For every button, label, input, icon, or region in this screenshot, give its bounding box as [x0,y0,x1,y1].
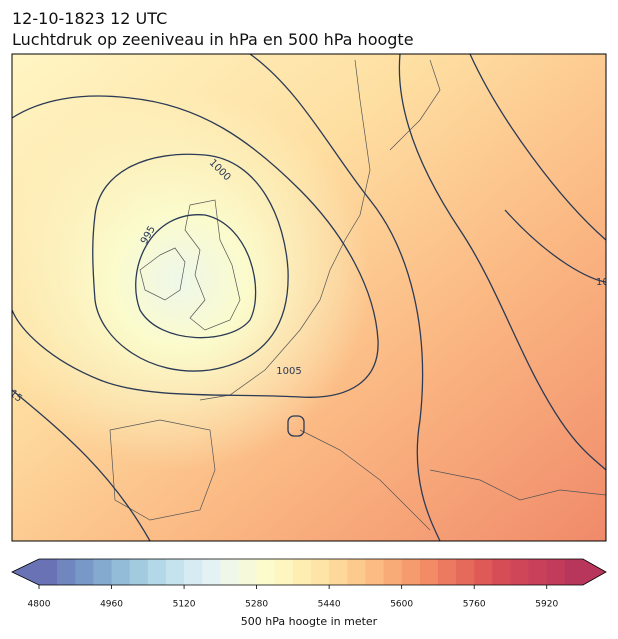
height-low [12,54,606,541]
colorbar-extend-low [12,559,39,585]
isobar [12,389,151,541]
coast-west [199,59,371,401]
colorbar-band [93,559,113,585]
isobar [398,54,606,471]
colorbar-band [75,559,94,585]
britain [184,199,241,331]
colorbar-band [147,559,167,585]
colorbar-band [202,559,221,585]
coastlines [109,59,606,531]
colorbar-tick-label: 4800 [28,600,51,610]
colorbar-band [256,559,276,585]
isobars [12,54,606,541]
isobar [287,415,305,437]
colorbar-band [492,559,511,585]
colorbar-band [456,559,475,585]
colorbar-band [419,559,439,585]
iberia [109,419,216,521]
colorbar-band [474,559,493,585]
colorbar-band [238,559,258,585]
colorbar-band [129,559,149,585]
colorbar-band [39,559,58,585]
ireland [139,247,186,301]
colorbar-tick-label: 5760 [463,600,486,610]
colorbar-band [111,559,131,585]
map-frame [11,53,607,542]
colorbar-band [365,559,385,585]
colorbar-tick-label: 5120 [173,600,196,610]
colorbar-extend-high [583,559,606,585]
colorbar-band [528,559,548,585]
colorbar-tick-label: 5600 [390,600,413,610]
title: 12-10-1823 12 UTC [12,9,168,28]
isobar [249,54,441,541]
colorbar-tick-label: 4960 [100,600,123,610]
colorbar-band [383,559,403,585]
colorbar-tick-label: 5920 [535,600,558,610]
contour-label: 10 [596,277,609,288]
italy [299,429,431,531]
isobar [469,54,606,241]
colorbar-tick-label: 5280 [245,600,268,610]
map-area: 1000 995 1005 10 15 [12,54,609,541]
colorbar: 4800 4960 5120 5280 5440 5600 5760 5920 500 hPa … [11,558,607,628]
isobar [504,209,606,283]
colorbar-band [274,559,294,585]
scandinavia [389,59,441,151]
colorbar-band [329,559,348,585]
isobar [12,95,379,398]
colorbar-band [546,559,566,585]
colorbar-band [292,559,312,585]
colorbar-band [564,559,584,585]
coast-east [429,469,606,501]
colorbar-band [401,559,421,585]
colorbar-band [220,559,239,585]
colorbar-band [184,559,203,585]
colorbar-band [311,559,330,585]
contour-label: 1005 [276,366,301,377]
subtitle: Luchtdruk op zeeniveau in hPa en 500 hPa… [12,30,414,49]
colorbar-label: 500 hPa hoogte in meter [241,615,378,628]
colorbar-band [347,559,366,585]
isobar [92,153,289,372]
isobar [135,214,257,339]
colorbar-band [57,559,76,585]
colorbar-band [165,559,185,585]
colorbar-band [510,559,530,585]
colorbar-band [437,559,457,585]
colorbar-tick-label: 5440 [318,600,341,610]
